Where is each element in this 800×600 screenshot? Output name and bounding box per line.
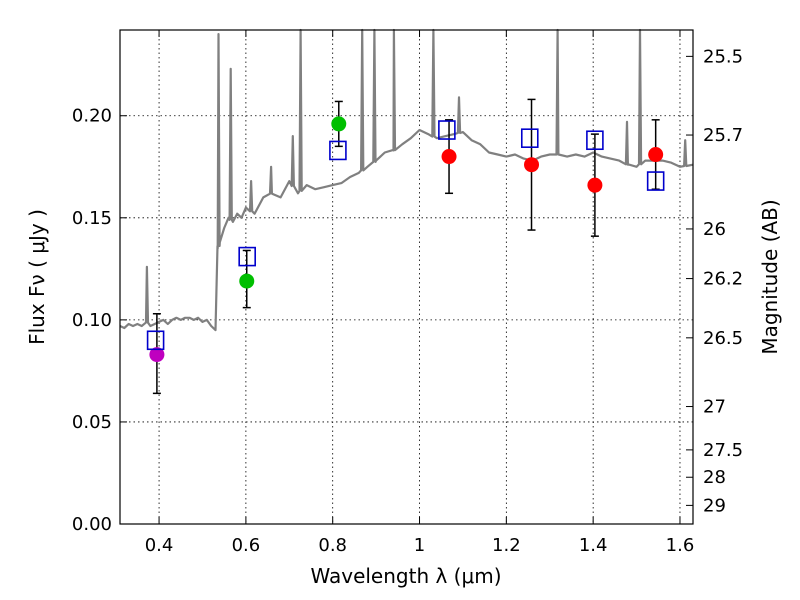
observed-point: [441, 149, 457, 165]
x-tick-label: 0.4: [145, 535, 174, 556]
y2-tick-label: 25.7: [703, 125, 743, 146]
model-photometry-box: [646, 171, 665, 191]
y2-tick-label: 26.2: [703, 269, 743, 290]
model-photometry-box: [586, 130, 604, 151]
observed-point: [648, 147, 664, 163]
x-tick-label: 0.8: [318, 535, 347, 556]
observed-point: [239, 273, 255, 289]
y2-tick-label: 26.5: [703, 328, 743, 349]
x-tick-label: 1: [414, 535, 425, 556]
x-axis-title: Wavelength λ (μm): [310, 564, 501, 588]
y2-axis: 25.5 25.7 26 26.2 26.5 27 27.5 28 29: [686, 46, 743, 516]
y2-tick-label: 27: [703, 397, 726, 418]
model-photometry-box: [329, 140, 347, 161]
observed-point: [524, 157, 540, 173]
y-tick-label: 0.20: [72, 106, 112, 127]
x-tick-label: 1.6: [666, 535, 695, 556]
observed-point: [587, 177, 603, 193]
y-tick-label: 0.00: [72, 514, 112, 535]
y2-tick-label: 28: [703, 467, 726, 488]
model-photometry-boxes: [146, 120, 665, 351]
y2-axis-title: Magnitude (AB): [758, 199, 782, 354]
model-photometry-box: [146, 330, 165, 351]
template-spectrum: [119, 28, 694, 332]
template-spectrum-line: [119, 28, 694, 332]
model-photometry-box: [238, 246, 256, 267]
plot-background: [120, 30, 693, 524]
y2-tick-label: 27.5: [703, 440, 743, 461]
y2-tick-label: 26: [703, 219, 726, 240]
model-photometry-box: [520, 128, 539, 148]
x-tick-label: 1.4: [579, 535, 608, 556]
y2-tick-label: 25.5: [703, 46, 743, 67]
y-axis: 0.00 0.05 0.10 0.15 0.20: [72, 106, 127, 535]
plot-frame: [119, 29, 694, 525]
x-axis: 0.4 0.6 0.8 1 1.2 1.4 1.6: [145, 30, 695, 556]
y-tick-label: 0.05: [72, 412, 112, 433]
x-tick-label: 1.2: [492, 535, 521, 556]
x-tick-label: 0.6: [232, 535, 261, 556]
y-tick-label: 0.10: [72, 310, 112, 331]
observed-point: [149, 347, 165, 363]
y-axis-title: Flux Fν ( μJy ): [25, 209, 49, 345]
y-tick-label: 0.15: [72, 208, 112, 229]
observed-points: [149, 116, 664, 363]
y2-tick-label: 29: [703, 495, 726, 516]
observed-point: [331, 116, 347, 132]
model-photometry-box: [438, 120, 456, 140]
